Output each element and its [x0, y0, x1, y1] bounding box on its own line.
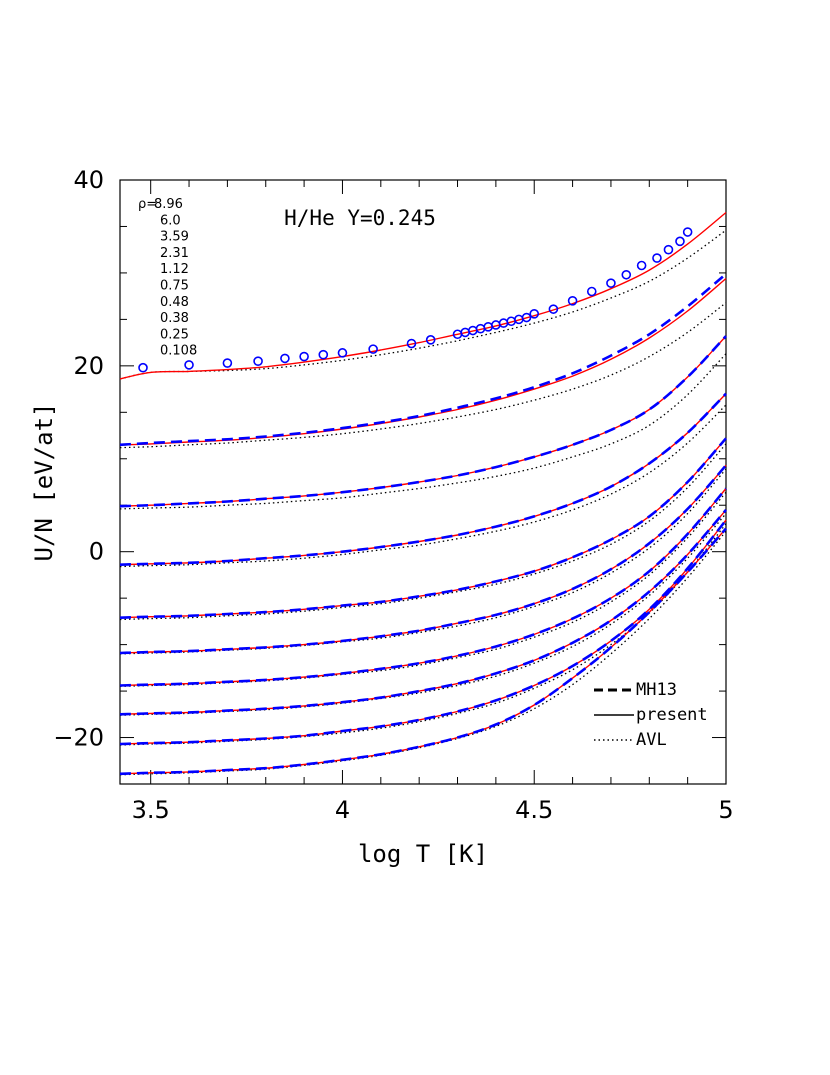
data-marker — [184, 360, 194, 370]
data-marker — [318, 349, 329, 360]
y-axis-label: U/N [eV/at] — [30, 403, 58, 562]
rho-label: 0.25 — [160, 327, 189, 342]
legend-label: MH13 — [636, 680, 677, 700]
x-tick-label: 3.5 — [132, 796, 170, 824]
data-marker — [138, 362, 148, 373]
legend: MH13 present AVL — [594, 680, 708, 750]
y-tick-label: 20 — [73, 352, 104, 380]
data-marker — [567, 295, 578, 306]
mh13-curve — [119, 527, 727, 776]
avl-curve — [119, 229, 727, 380]
rho-label: 0.75 — [160, 279, 189, 294]
mh13-curve — [119, 335, 727, 508]
y-tick-label: 0 — [89, 538, 104, 566]
mh13-curve — [119, 509, 727, 716]
avl-curve — [119, 353, 727, 510]
x-tick-label: 4.5 — [515, 796, 553, 824]
data-marker — [548, 304, 559, 314]
avl-curve — [119, 530, 727, 776]
data-marker — [682, 227, 693, 237]
rho-label: 1.12 — [160, 262, 189, 277]
data-marker — [253, 356, 263, 367]
x-tick-label: 4 — [335, 796, 350, 824]
rho-label: 0.108 — [160, 344, 197, 359]
data-marker — [663, 244, 674, 255]
present-curve — [119, 519, 727, 745]
y-tick-label: −20 — [53, 724, 104, 752]
data-marker — [222, 358, 233, 368]
data-marker — [280, 353, 290, 364]
rho-label: 3.59 — [160, 230, 189, 245]
rho-label: 0.38 — [160, 311, 189, 326]
data-marker — [425, 335, 436, 345]
y-tick-labels: −20 0 20 40 — [53, 166, 104, 752]
data-marker — [586, 286, 597, 297]
data-marker — [299, 351, 309, 362]
y-tick-label: 40 — [73, 166, 104, 194]
mh13-curve — [119, 272, 727, 447]
rho-label: 2.31 — [160, 246, 189, 261]
mh13-curve — [119, 487, 727, 687]
present-curve — [119, 488, 727, 687]
present-curve — [119, 277, 727, 446]
rho-label: 6.0 — [160, 213, 181, 228]
present-curve — [119, 335, 727, 507]
x-axis-label: log T [K] — [358, 840, 488, 868]
rho-label: 8.96 — [154, 197, 183, 212]
avl-curve — [119, 302, 727, 449]
avl-curve — [119, 404, 727, 568]
axis-ticks — [120, 179, 727, 785]
rho-label: 0.48 — [160, 295, 189, 310]
mh13-curve — [119, 464, 727, 655]
data-marker — [521, 312, 532, 323]
data-marker — [621, 269, 632, 280]
present-curve — [119, 437, 727, 619]
rho-labels: ρ= 8.966.0 3.592.311.12 0.750.480.380.25 0.… — [138, 197, 197, 359]
plot-frame — [119, 179, 727, 785]
present-curve — [119, 393, 727, 566]
chart-annotation: H/He Y=0.245 — [284, 206, 436, 230]
data-marker — [368, 344, 378, 354]
marker-points — [138, 227, 693, 373]
legend-label: present — [636, 705, 708, 725]
data-marker — [529, 309, 540, 319]
x-tick-labels: 3.5 4 4.5 5 — [132, 796, 734, 824]
mh13-curve — [119, 392, 727, 566]
data-marker — [337, 348, 348, 358]
data-marker — [636, 260, 647, 271]
mh13-curve — [119, 437, 727, 619]
legend-label: AVL — [636, 730, 667, 750]
avl-curve — [119, 443, 727, 621]
x-tick-label: 5 — [718, 796, 733, 824]
avl-curve — [119, 491, 727, 688]
data-marker — [606, 278, 616, 288]
curves — [119, 211, 728, 776]
present-curve — [119, 211, 727, 380]
rho-prefix: ρ= — [138, 197, 157, 212]
data-marker — [652, 253, 662, 263]
data-marker — [406, 338, 417, 349]
data-marker — [675, 236, 685, 247]
